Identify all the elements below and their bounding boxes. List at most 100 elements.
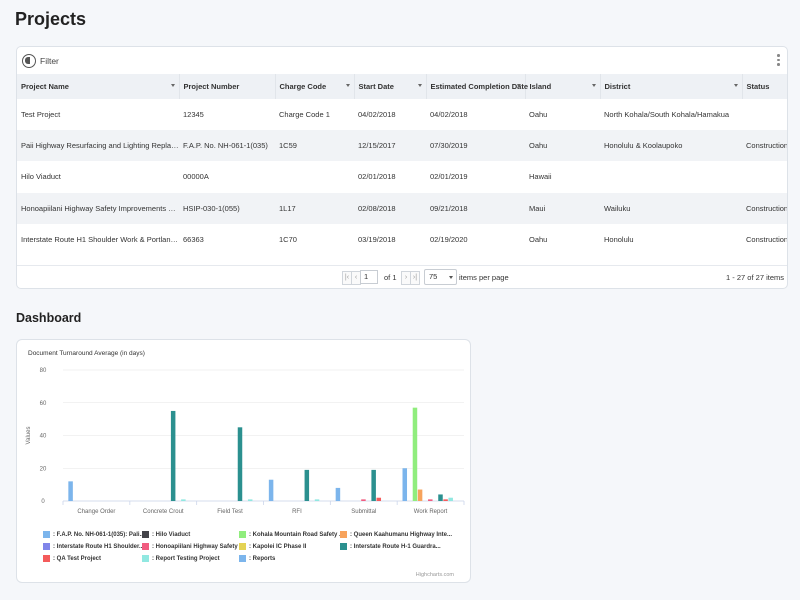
table-cell: 00000A <box>183 172 209 182</box>
more-options-icon[interactable] <box>777 54 780 66</box>
bar[interactable] <box>268 479 274 501</box>
table-cell: 12345 <box>183 110 204 120</box>
bar[interactable] <box>304 469 310 501</box>
legend-item[interactable]: : Kapolei IC Phase II <box>239 543 306 550</box>
bar[interactable] <box>237 427 243 501</box>
bar[interactable] <box>361 499 366 501</box>
y-tick-label: 20 <box>40 466 47 472</box>
bar[interactable] <box>181 499 186 501</box>
sort-caret-icon[interactable] <box>345 84 350 87</box>
sort-caret-icon[interactable] <box>516 84 521 87</box>
table-cell: 02/19/2020 <box>430 234 468 244</box>
bar[interactable] <box>448 497 453 501</box>
column-header[interactable]: Estimated Completion Date <box>426 74 528 99</box>
legend-item[interactable]: : F.A.P. No. NH-061-1(035): Pali... <box>43 531 145 538</box>
x-tick-label: Submittal <box>351 509 376 515</box>
column-header[interactable]: Charge Code <box>275 74 355 99</box>
table-cell: Charge Code 1 <box>279 110 330 120</box>
column-header-label: District <box>604 82 631 91</box>
legend-label: : Report Testing Project <box>152 555 220 562</box>
filter-toggle-icon[interactable] <box>22 53 36 68</box>
legend-item[interactable]: : Interstate Route H-1 Guardra... <box>340 543 441 550</box>
table-body: Test Project 12345 Charge Code 1 04/02/2018… <box>17 99 788 255</box>
bar[interactable] <box>68 481 73 501</box>
table-cell: 1L17 <box>279 203 296 213</box>
legend-item[interactable]: : Kohala Mountain Road Safety ... <box>239 531 344 538</box>
legend-item[interactable]: : Queen Kaahumanu Highway Inte... <box>340 531 452 538</box>
legend-swatch <box>340 543 347 550</box>
table-cell: 02/01/2018 <box>358 172 396 182</box>
items-per-page-select[interactable]: 75 <box>424 269 457 285</box>
legend-label: : Reports <box>249 555 276 562</box>
bar[interactable] <box>443 499 448 501</box>
y-tick-label: 40 <box>40 434 47 440</box>
table-row[interactable]: Hilo Viaduct 00000A 02/01/2018 02/01/2019 Ha… <box>17 161 787 192</box>
table-cell: Construction <box>746 203 788 213</box>
legend-swatch <box>142 531 149 538</box>
legend-item[interactable]: : Interstate Route H1 Shoulder... <box>43 543 144 550</box>
table-row[interactable]: Honoapiilani Highway Safety Improvements… <box>17 192 788 224</box>
bar[interactable] <box>335 487 341 501</box>
legend-label: : Honoapiilani Highway Safety ... <box>152 543 245 550</box>
column-header[interactable]: Project Number <box>179 74 276 99</box>
bar[interactable] <box>247 499 253 501</box>
table-row[interactable]: Interstate Route H1 Shoulder Work & Port… <box>17 224 787 255</box>
bar[interactable] <box>314 499 320 501</box>
table-row[interactable]: Paii Highway Resurfacing and Lighting Re… <box>17 130 788 162</box>
sort-caret-icon[interactable] <box>733 84 738 87</box>
legend-swatch <box>239 555 246 562</box>
legend-item[interactable]: : QA Test Project <box>43 555 101 562</box>
page-number-input[interactable]: 1 <box>360 270 378 284</box>
bar[interactable] <box>376 497 382 501</box>
legend-item[interactable]: : Report Testing Project <box>142 555 220 562</box>
legend-label: : Kapolei IC Phase II <box>249 543 307 550</box>
table-cell <box>600 161 742 192</box>
column-header-label: Project Name <box>21 82 69 91</box>
column-header[interactable]: Island <box>525 74 601 99</box>
bar[interactable] <box>412 407 418 501</box>
table-cell: 04/02/2018 <box>430 110 468 120</box>
table-cell: 1C70 <box>279 234 297 244</box>
table-cell: Honoapiilani Highway Safety Improvements… <box>21 203 179 213</box>
table-row[interactable]: Test Project 12345 Charge Code 1 04/02/2018… <box>17 99 787 130</box>
table-cell: 1C59 <box>279 141 297 151</box>
table-cell: Oahu <box>529 234 548 244</box>
table-cell <box>275 161 354 192</box>
table-cell: Construction <box>746 141 788 151</box>
legend-swatch <box>239 543 246 550</box>
column-header[interactable]: District <box>600 74 743 99</box>
sort-caret-icon[interactable] <box>170 84 175 87</box>
bar[interactable] <box>428 499 433 501</box>
bar[interactable] <box>402 468 408 501</box>
filter-label[interactable]: Filter <box>40 55 59 66</box>
chart-credits[interactable]: Highcharts.com <box>415 572 454 578</box>
column-header-label: Charge Code <box>279 82 327 91</box>
dashboard-title: Dashboard <box>16 311 82 325</box>
legend-label: : Hilo Viaduct <box>152 531 191 538</box>
table-cell: 03/19/2018 <box>358 234 396 244</box>
table-cell: 02/08/2018 <box>358 203 396 213</box>
bar[interactable] <box>417 489 423 501</box>
legend-item[interactable]: : Honoapiilani Highway Safety ... <box>142 543 244 550</box>
column-header[interactable]: Start Date <box>354 74 427 99</box>
x-tick-label: Concrete Crout <box>143 509 184 515</box>
table-cell: F.A.P. No. NH-061-1(035) <box>183 141 268 151</box>
last-page-icon[interactable]: ›| <box>410 271 420 285</box>
table-cell: Wailuku <box>604 203 631 213</box>
bar[interactable] <box>438 494 443 501</box>
column-header[interactable]: Project Name <box>17 74 180 99</box>
column-header[interactable]: Status <box>742 74 787 99</box>
legend-label: : QA Test Project <box>53 555 102 562</box>
bar[interactable] <box>170 410 176 501</box>
column-header-label: Status <box>746 82 770 91</box>
sort-caret-icon[interactable] <box>417 84 422 87</box>
column-header-label: Island <box>529 82 552 91</box>
legend-item[interactable]: : Reports <box>239 555 275 562</box>
column-header-label: Project Number <box>183 82 240 91</box>
items-range: 1 - 27 of 27 items <box>726 273 784 282</box>
sort-caret-icon[interactable] <box>591 84 596 87</box>
legend-swatch <box>43 543 50 550</box>
legend-item[interactable]: : Hilo Viaduct <box>142 531 190 538</box>
items-per-page-value: 75 <box>429 272 438 281</box>
bar[interactable] <box>371 469 376 501</box>
